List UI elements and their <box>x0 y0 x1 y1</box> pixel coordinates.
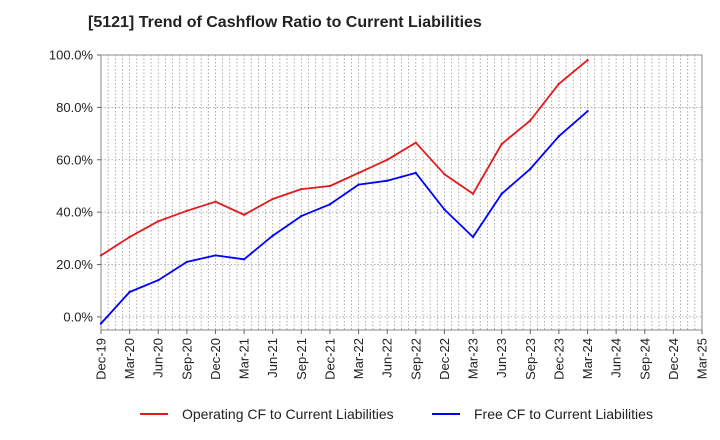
x-tick-label: Jun-22 <box>380 338 395 378</box>
x-tick-label: Dec-21 <box>322 338 337 380</box>
data-point <box>99 322 103 325</box>
data-point <box>271 197 274 201</box>
legend-item-operating-cf-label: Operating CF to Current Liabilities <box>182 406 394 422</box>
data-point <box>157 220 160 223</box>
x-tick-label: Mar-24 <box>580 338 595 379</box>
data-point <box>300 214 303 218</box>
data-point <box>214 254 217 257</box>
data-point <box>529 167 532 171</box>
legend-item-free-cf-label: Free CF to Current Liabilities <box>474 406 653 422</box>
series-line-free-cf <box>100 110 589 325</box>
data-point <box>471 192 475 195</box>
data-point <box>414 171 417 175</box>
x-tick-label: Dec-23 <box>551 338 566 380</box>
x-tick-label: Jun-21 <box>265 338 280 378</box>
data-point <box>500 192 503 195</box>
y-tick-label: 60.0% <box>56 152 93 167</box>
data-point <box>586 110 589 113</box>
x-tick-label: Dec-24 <box>666 338 681 380</box>
data-point <box>386 158 389 161</box>
chart-title: [5121] Trend of Cashflow Ratio to Curren… <box>88 14 482 31</box>
data-point <box>586 59 589 62</box>
data-point <box>328 203 332 206</box>
data-point <box>500 142 503 146</box>
series-line-operating-cf <box>100 59 589 257</box>
data-point <box>328 184 332 188</box>
y-tick-label: 80.0% <box>56 100 93 115</box>
data-point <box>471 235 475 239</box>
data-point <box>557 82 561 86</box>
y-tick-label: 100.0% <box>49 48 94 63</box>
legend: Operating CF to Current Liabilities Free … <box>140 406 653 422</box>
data-point <box>242 258 246 261</box>
x-tick-label: Mar-20 <box>122 338 137 379</box>
x-tick-label: Sep-21 <box>294 338 309 380</box>
x-tick-label: Sep-20 <box>179 338 194 380</box>
data-point <box>414 141 417 144</box>
data-point <box>271 234 274 237</box>
data-point <box>386 179 389 182</box>
data-point <box>529 119 532 122</box>
data-point <box>185 260 189 264</box>
x-tick-label: Dec-22 <box>437 338 452 380</box>
x-tick-label: Sep-23 <box>523 338 538 380</box>
data-point <box>128 235 131 239</box>
data-point <box>214 200 217 203</box>
x-tick-label: Mar-22 <box>351 338 366 379</box>
data-point <box>357 171 360 175</box>
x-tick-label: Dec-19 <box>94 338 109 380</box>
data-point <box>185 209 189 212</box>
x-tick-label: Jun-24 <box>609 338 624 378</box>
x-tick-label: Sep-22 <box>408 338 423 380</box>
data-point <box>443 173 446 176</box>
axes: 0.0% 20.0% 40.0% 60.0% 80.0% 100.0% Dec-19 Mar-… <box>49 48 710 380</box>
x-tick-label: Mar-23 <box>466 338 481 379</box>
data-point <box>557 135 561 138</box>
data-point <box>300 187 303 191</box>
data-point <box>99 254 103 257</box>
data-point <box>128 290 131 294</box>
x-tick-label: Jun-23 <box>494 338 509 378</box>
data-point <box>357 183 360 186</box>
x-tick-label: Dec-20 <box>208 338 223 380</box>
data-point <box>242 213 246 216</box>
y-tick-label: 40.0% <box>56 205 93 220</box>
x-tick-label: Sep-24 <box>637 338 652 380</box>
data-point <box>443 208 446 211</box>
x-tick-label: Mar-21 <box>237 338 252 379</box>
series-lines <box>99 59 589 325</box>
x-tick-label: Jun-20 <box>151 338 166 378</box>
x-tick-label: Mar-25 <box>695 338 710 379</box>
y-tick-label: 20.0% <box>56 257 93 272</box>
data-point <box>157 279 160 282</box>
y-tick-label: 0.0% <box>63 309 93 324</box>
grid-lines <box>100 54 703 331</box>
